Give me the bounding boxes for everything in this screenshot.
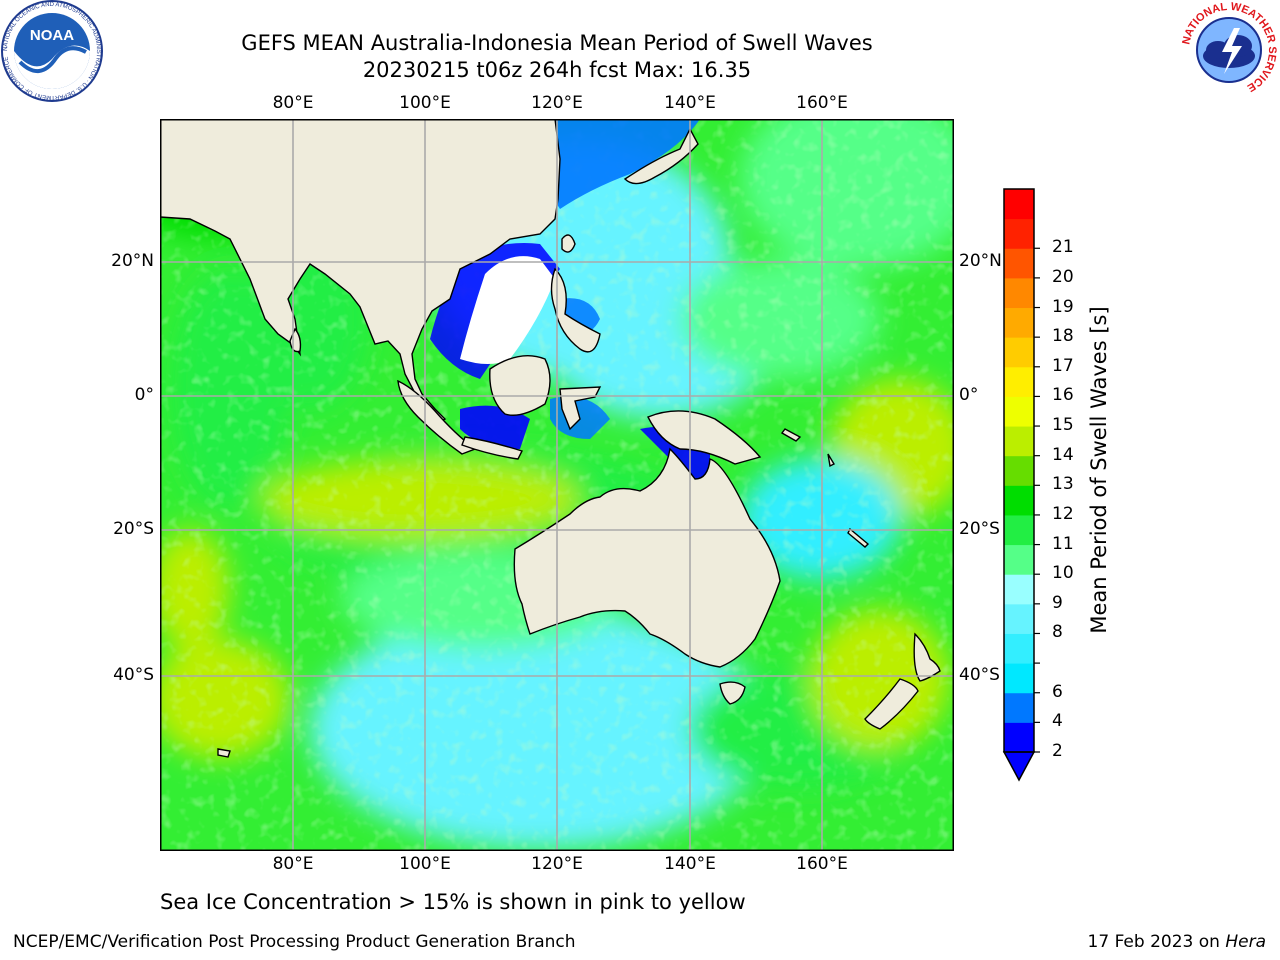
colorbar-bin <box>1004 396 1034 427</box>
lat-tick-right-0: 0° <box>959 385 979 405</box>
lon-tick-bottom-120e: 120°E <box>531 854 583 874</box>
land-new-caledonia <box>847 527 870 548</box>
colorbar-bin <box>1004 337 1034 368</box>
land-kerguelen <box>217 748 231 758</box>
colorbar-tick-label: 13 <box>1052 474 1074 495</box>
land-asia <box>160 119 561 425</box>
land-taiwan <box>561 234 576 253</box>
colorbar-bin <box>1004 692 1034 723</box>
noaa-logo: NOAA NATIONAL OCEANIC AND ATMOSPHERIC AD… <box>0 0 104 102</box>
lat-tick-left-40s: 40°S <box>113 665 154 685</box>
colorbar-tick-label: 8 <box>1052 622 1063 643</box>
lon-tick-top-160e: 160°E <box>796 93 848 113</box>
colorbar-bin <box>1004 574 1034 605</box>
lon-tick-top-80e: 80°E <box>272 93 314 113</box>
colorbar-tick-label: 10 <box>1052 563 1074 584</box>
colorbar-frame <box>1003 188 1035 753</box>
date-text: 17 Feb 2023 on <box>1087 932 1226 952</box>
date-line: 17 Feb 2023 on Hera <box>1088 932 1266 952</box>
map-frame <box>160 119 954 851</box>
colorbar-tick-label: 11 <box>1052 533 1074 554</box>
colorbar-tick-label: 4 <box>1052 711 1063 732</box>
land-tasmania <box>719 681 746 705</box>
land-sulawesi <box>559 386 602 431</box>
colorbar-tick-label: 19 <box>1052 296 1074 317</box>
chart-title: GEFS MEAN Australia-Indonesia Mean Perio… <box>241 31 873 55</box>
lat-tick-left-20s: 20°S <box>113 519 154 539</box>
lat-tick-left-0: 0° <box>134 385 154 405</box>
colorbar-bin <box>1004 277 1034 309</box>
lon-tick-top-140e: 140°E <box>664 93 716 113</box>
land-solomons <box>780 428 802 442</box>
noaa-logo-text: NOAA <box>30 27 74 44</box>
colorbar-tick-label: 14 <box>1052 444 1074 465</box>
lon-tick-bottom-100e: 100°E <box>399 854 451 874</box>
colorbar-title: Mean Period of Swell Waves [s] <box>1087 306 1111 634</box>
colorbar-tick-label: 6 <box>1052 681 1063 702</box>
colorbar-extend-triangle <box>1002 751 1036 782</box>
colorbar-tick-label: 9 <box>1052 592 1063 613</box>
colorbar-bin <box>1004 366 1034 397</box>
colorbar-tick-label: 17 <box>1052 355 1074 376</box>
colorbar-svg <box>1002 188 1040 782</box>
map-border <box>160 119 954 851</box>
colorbar-tick-label: 21 <box>1052 237 1074 258</box>
land-java <box>461 436 523 460</box>
nws-logo: NATIONAL WEATHER SERVICE <box>1178 0 1280 100</box>
sea-ice-note: Sea Ice Concentration > 15% is shown in … <box>160 890 746 914</box>
land-new-zealand-south <box>864 678 919 730</box>
machine-name: Hera <box>1225 932 1266 952</box>
lon-tick-top-120e: 120°E <box>531 93 583 113</box>
colorbar-bin <box>1004 603 1034 634</box>
map-svg <box>160 119 954 851</box>
lat-tick-left-20n: 20°N <box>111 251 154 271</box>
chart-subtitle: 20230215 t06z 264h fcst Max: 16.35 <box>362 58 752 82</box>
colorbar-tick-label: 18 <box>1052 326 1074 347</box>
colorbar-bin <box>1004 485 1034 516</box>
colorbar <box>1000 186 1040 786</box>
colorbar-bin <box>1004 426 1034 457</box>
credit-line: NCEP/EMC/Verification Post Processing Pr… <box>13 932 576 952</box>
land-australia <box>513 447 781 668</box>
land-new-zealand-north <box>913 632 941 682</box>
land-japan <box>623 127 699 185</box>
graticule <box>160 119 954 851</box>
colorbar-bin <box>1004 544 1034 575</box>
lat-tick-right-20n: 20°N <box>959 251 1002 271</box>
colorbar-tick-label: 16 <box>1052 385 1074 406</box>
colorbar-bin <box>1004 663 1034 694</box>
lon-tick-bottom-80e: 80°E <box>272 854 314 874</box>
colorbar-bin <box>1004 633 1034 664</box>
colorbar-bin <box>1004 248 1034 279</box>
land <box>160 119 941 758</box>
lon-tick-top-100e: 100°E <box>399 93 451 113</box>
colorbar-bin <box>1004 307 1034 338</box>
colorbar-bin <box>1004 218 1034 249</box>
colorbar-bin <box>1004 189 1034 220</box>
land-new-guinea <box>647 410 762 465</box>
colorbar-bin <box>1004 722 1034 753</box>
lat-tick-right-20s: 20°S <box>959 519 1000 539</box>
lat-tick-right-40s: 40°S <box>959 665 1000 685</box>
no-data-patch <box>460 256 555 364</box>
land-philippines <box>550 267 601 353</box>
lon-tick-bottom-160e: 160°E <box>796 854 848 874</box>
colorbar-tick-label: 15 <box>1052 415 1074 436</box>
colorbar-bin <box>1004 514 1034 546</box>
colorbar-tick-label: 20 <box>1052 266 1074 287</box>
land-vanuatu <box>827 453 835 468</box>
colorbar-tick-label: 2 <box>1052 741 1063 761</box>
lon-tick-bottom-140e: 140°E <box>664 854 716 874</box>
land-borneo <box>489 355 551 416</box>
colorbar-bin <box>1004 455 1034 486</box>
colorbar-tick-label: 12 <box>1052 503 1074 524</box>
